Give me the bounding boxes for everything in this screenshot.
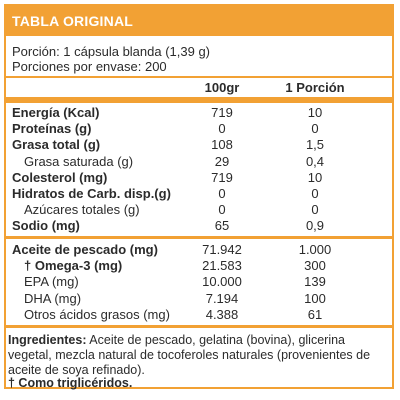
value-per-100g: 719 — [211, 105, 233, 120]
value-per-100g: 71.942 — [202, 242, 242, 257]
nutrient-label: Sodio (mg) — [12, 218, 80, 234]
value-per-portion: 1.000 — [298, 242, 332, 257]
nutrient-label: EPA (mg) — [24, 274, 79, 290]
table-header-bar: TABLA ORIGINAL — [4, 4, 394, 36]
serving-size: Porción: 1 cápsula blanda (1,39 g) — [12, 44, 211, 59]
value-per-portion: 0 — [311, 121, 319, 137]
nutrient-label: Hidratos de Carb. disp.(g) — [12, 186, 171, 201]
value-per-100g: 29 — [214, 153, 230, 169]
divider-bottom — [6, 325, 392, 328]
value-per-100g: 21.583 — [202, 258, 242, 274]
nutrient-row: Hidratos de Carb. disp.(g) 0 0 — [0, 186, 400, 202]
divider-top — [6, 76, 392, 78]
value-per-portion: 0 — [311, 186, 319, 201]
value-per-100g: 10.000 — [202, 274, 242, 290]
nutrient-label: Colesterol (mg) — [12, 169, 108, 185]
value-per-100g: 65 — [214, 218, 230, 234]
value-per-portion: 0,4 — [305, 153, 325, 169]
value-per-100g: 4.388 — [205, 306, 239, 322]
value-per-100g: 0 — [218, 121, 226, 137]
table-title: TABLA ORIGINAL — [12, 13, 134, 29]
value-per-portion: 100 — [304, 290, 326, 306]
nutrient-row: Colesterol (mg) 719 10 — [0, 170, 400, 186]
value-per-portion: 300 — [304, 258, 326, 274]
value-per-100g: 0 — [218, 202, 226, 218]
divider-thick — [6, 97, 392, 103]
nutrient-label: Azúcares totales (g) — [24, 202, 140, 218]
nutrient-row: Proteínas (g) 0 0 — [0, 121, 400, 137]
value-per-portion: 61 — [307, 306, 323, 322]
nutrient-label: Grasa total (g) — [12, 137, 101, 153]
value-per-portion: 10 — [307, 169, 323, 185]
nutrient-row: Grasa total (g) 108 1,5 — [0, 137, 400, 153]
nutrient-row: Energía (Kcal) 719 10 — [0, 105, 400, 121]
nutrition-table-frame — [4, 4, 394, 389]
column-header-portion: 1 Porción — [285, 80, 345, 95]
nutrient-row: Aceite de pescado (mg) 71.942 1.000 — [0, 242, 400, 258]
ingredients-label: Ingredientes: — [8, 333, 87, 347]
ingredients-text: Aceite de pescado, gelatina (bovina), gl… — [8, 333, 371, 377]
footnote: † Como triglicéridos. — [8, 376, 133, 390]
nutrient-label: Otros ácidos grasos (mg) — [24, 306, 170, 322]
nutrient-row: Otros ácidos grasos (mg) 4.388 61 — [0, 307, 400, 323]
value-per-portion: 1,5 — [305, 137, 325, 153]
ingredients-block: Ingredientes: Aceite de pescado, gelatin… — [8, 333, 390, 378]
value-per-100g: 7.194 — [205, 290, 239, 306]
servings-per-container: Porciones por envase: 200 — [12, 59, 167, 74]
nutrient-row: EPA (mg) 10.000 139 — [0, 274, 400, 290]
nutrient-row: Sodio (mg) 65 0,9 — [0, 218, 400, 234]
value-per-portion: 0 — [311, 202, 319, 218]
nutrient-label: Energía (Kcal) — [12, 105, 100, 120]
nutrient-label: Grasa saturada (g) — [24, 153, 134, 169]
divider-middle — [6, 236, 392, 239]
nutrient-label: Proteínas (g) — [12, 121, 92, 137]
nutrient-row: Azúcares totales (g) 0 0 — [0, 202, 400, 218]
value-per-portion: 139 — [304, 274, 326, 290]
column-header-100g: 100gr — [204, 80, 240, 95]
value-per-100g: 108 — [211, 137, 233, 153]
nutrient-row: DHA (mg) 7.194 100 — [0, 291, 400, 307]
nutrient-row: † Omega-3 (mg) 21.583 300 — [0, 258, 400, 274]
value-per-portion: 10 — [307, 105, 323, 120]
value-per-portion: 0,9 — [305, 218, 325, 234]
nutrient-row: Grasa saturada (g) 29 0,4 — [0, 154, 400, 170]
value-per-100g: 719 — [211, 169, 233, 185]
nutrient-label: † Omega-3 (mg) — [24, 258, 123, 274]
nutrient-label: Aceite de pescado (mg) — [12, 242, 158, 257]
value-per-100g: 0 — [218, 186, 226, 201]
nutrient-label: DHA (mg) — [24, 290, 82, 306]
